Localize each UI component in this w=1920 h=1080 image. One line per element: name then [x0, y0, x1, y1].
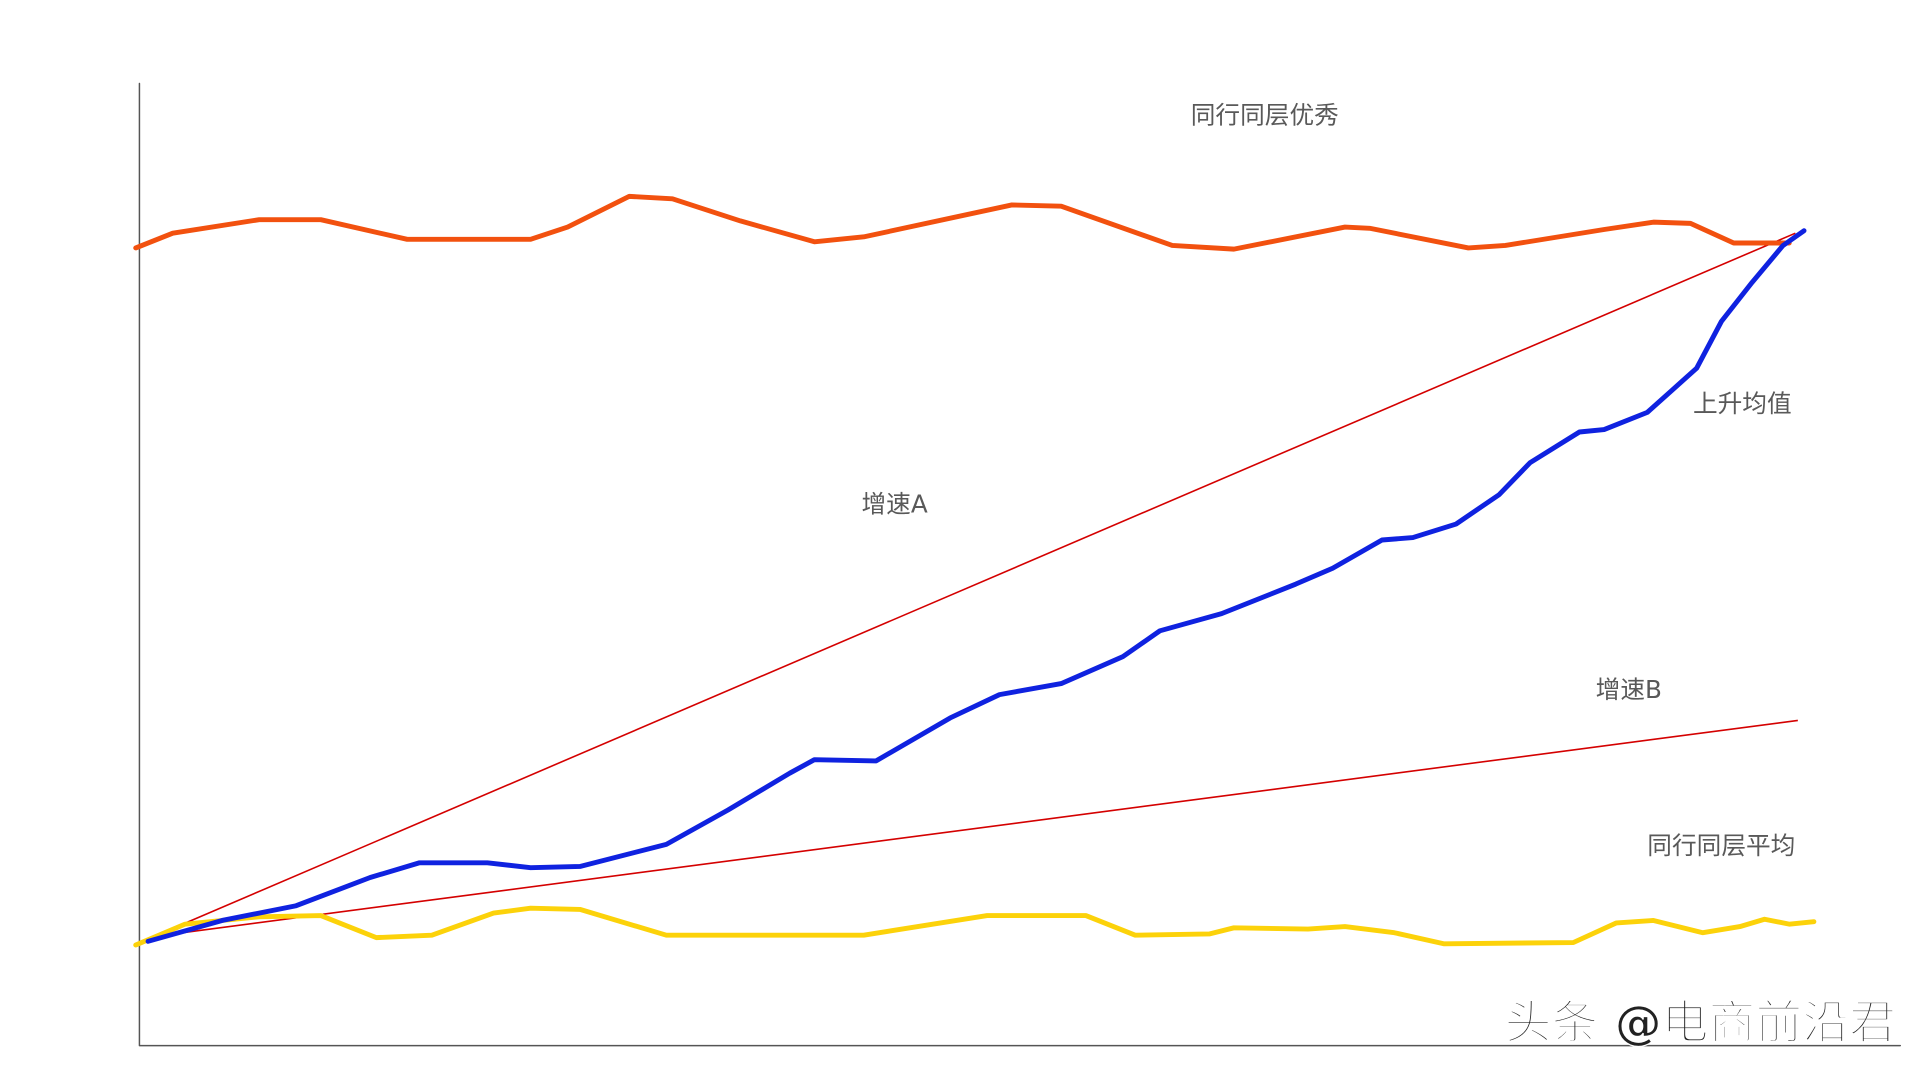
rise-curve	[145, 228, 1807, 944]
rise-mean-label: 上升均值	[1693, 389, 1792, 418]
watermark: 头条 @电商前沿君	[1505, 997, 1896, 1051]
axes	[138, 82, 1901, 1047]
speed-b-label: 增速B	[1596, 675, 1662, 704]
average-curve	[133, 905, 1817, 948]
top-curve	[133, 193, 1792, 252]
speed-a-line	[153, 232, 1796, 938]
speed-a-label: 增速A	[861, 490, 927, 519]
top-label: 同行同层优秀	[1191, 101, 1339, 130]
speed-b-line	[154, 719, 1798, 938]
average-label: 同行同层平均	[1647, 831, 1795, 860]
